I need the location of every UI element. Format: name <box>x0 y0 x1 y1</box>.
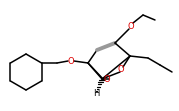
Text: O: O <box>68 56 74 65</box>
Text: H: H <box>93 88 99 97</box>
Text: O: O <box>128 22 134 31</box>
Text: O: O <box>118 64 124 73</box>
Text: O: O <box>104 75 110 84</box>
